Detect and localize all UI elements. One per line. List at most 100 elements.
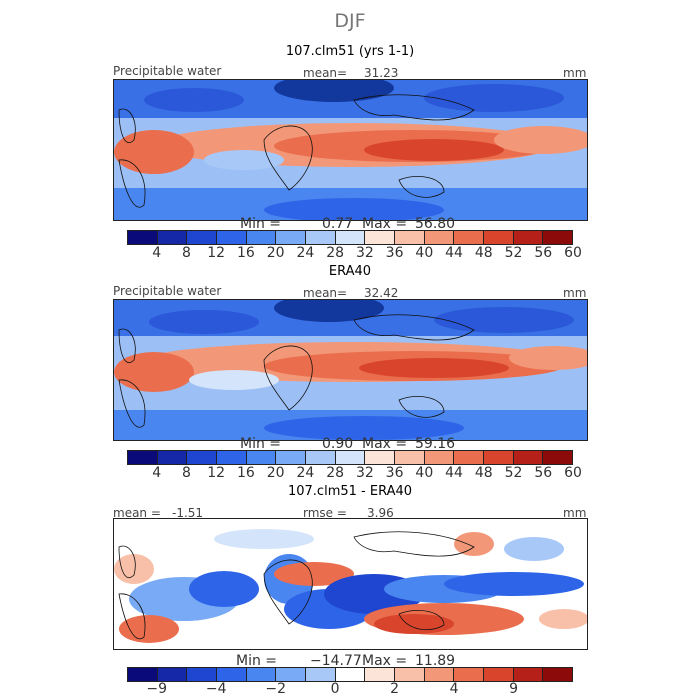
colorbar-segment [335,231,366,244]
panel-3-units: mm [563,506,587,520]
panel-1-min-value: 0.77 [322,216,354,232]
colorbar-segment [157,231,188,244]
panel-1-title: 107.clm51 (yrs 1-1) [285,44,415,59]
colorbar-tick-label: 12 [207,245,226,261]
colorbar-segment [484,231,514,244]
colorbar-tick-label: 32 [355,465,374,481]
panel-2-min-label: Min = [240,436,282,452]
colorbar-segment [187,668,218,681]
colorbar-tick-label: 16 [237,245,255,261]
colorbar-tick-label: 60 [564,465,582,481]
colorbar-tick-label: 24 [296,245,315,261]
colorbar-segment [513,451,544,464]
colorbar-segment [543,668,573,681]
panel-1-map [113,79,588,221]
panel-3-colorbar [127,667,573,682]
colorbar-tick-label: 20 [266,465,285,481]
colorbar-segment [217,231,247,244]
colorbar-segment [335,668,366,681]
colorbar-segment [395,231,425,244]
colorbar-segment [424,668,455,681]
panel-1-map-svg [114,80,587,220]
colorbar-tick-label: 36 [385,465,404,481]
panel-1-mean-label: mean= [303,66,348,80]
colorbar-tick-label: 52 [504,245,523,261]
colorbar-segment [543,451,573,464]
colorbar-segment [128,451,158,464]
colorbar-segment [306,668,336,681]
panel-2-map-svg [114,300,587,440]
panel-2-colorbar-ticks: 4 8 12 16 20 24 28 32 36 40 44 48 52 56 60 [127,465,582,481]
panel-3-colorbar-ticks: −9 −4 −2 0 2 4 9 [127,681,573,697]
colorbar-segment [276,668,307,681]
colorbar-segment [276,451,307,464]
panel-2-colorbar [127,450,573,465]
colorbar-segment [246,451,277,464]
colorbar-segment [365,668,396,681]
panel-2-max-value: 59.16 [415,436,456,452]
panel-2-field-label: Precipitable water [113,284,222,298]
colorbar-tick-label: 16 [237,465,255,481]
colorbar-segment [187,231,218,244]
panel-1-max-value: 56.80 [415,216,456,232]
colorbar-segment [217,451,247,464]
colorbar-tick-label: 0 [330,681,340,697]
panel-3-mean-value: -1.51 [172,506,204,520]
colorbar-segment [424,231,455,244]
colorbar-segment [484,451,514,464]
colorbar-tick-label: 32 [355,245,374,261]
colorbar-tick-label: 36 [385,245,404,261]
panel-2-min-value: 0.90 [322,436,354,452]
colorbar-segment [424,451,455,464]
colorbar-tick-label: 40 [415,245,434,261]
panel-1-field-label: Precipitable water [113,64,222,78]
panel-1-max-label: Max = [362,216,408,232]
colorbar-segment [246,668,277,681]
colorbar-segment [128,231,158,244]
panel-1-units: mm [563,66,587,80]
panel-3-mean-label: mean = [113,506,161,520]
colorbar-segment [157,451,188,464]
colorbar-tick-label: −9 [146,681,168,697]
colorbar-tick-label: 56 [534,465,553,481]
panel-2-map [113,299,588,441]
panel-3-rmse-label: rmse = [303,506,347,520]
colorbar-segment [217,668,247,681]
colorbar-segment [454,231,485,244]
colorbar-tick-label: 20 [266,245,285,261]
colorbar-tick-label: 4 [449,681,459,697]
colorbar-segment [187,451,218,464]
colorbar-tick-label: 12 [207,465,226,481]
colorbar-tick-label: 4 [152,245,162,261]
panel-2-mean-value: 32.42 [364,286,399,300]
colorbar-segment [454,668,485,681]
colorbar-segment [157,668,188,681]
colorbar-tick-label: 52 [504,465,523,481]
colorbar-tick-label: 48 [474,245,493,261]
colorbar-tick-label: 9 [509,681,518,697]
colorbar-segment [543,231,573,244]
colorbar-tick-label: 4 [152,465,162,481]
colorbar-segment [306,451,336,464]
panel-1-mean-value: 31.23 [364,66,399,80]
colorbar-segment [365,451,396,464]
colorbar-segment [454,451,485,464]
figure-title: DJF [334,10,366,32]
colorbar-tick-label: 56 [534,245,553,261]
colorbar-tick-label: −4 [205,681,227,697]
panel-1-colorbar [127,230,573,245]
colorbar-segment [365,231,396,244]
colorbar-segment [335,451,366,464]
panel-3-rmse-value: 3.96 [367,506,394,520]
panel-2-title: ERA40 [328,264,372,279]
colorbar-tick-label: −2 [265,681,286,697]
colorbar-segment [246,231,277,244]
colorbar-segment [513,231,544,244]
colorbar-tick-label: 2 [390,681,400,697]
panel-3-map [113,518,588,650]
colorbar-segment [276,231,307,244]
colorbar-segment [128,668,158,681]
colorbar-segment [395,451,425,464]
colorbar-tick-label: 40 [415,465,434,481]
colorbar-tick-label: 44 [445,465,463,481]
